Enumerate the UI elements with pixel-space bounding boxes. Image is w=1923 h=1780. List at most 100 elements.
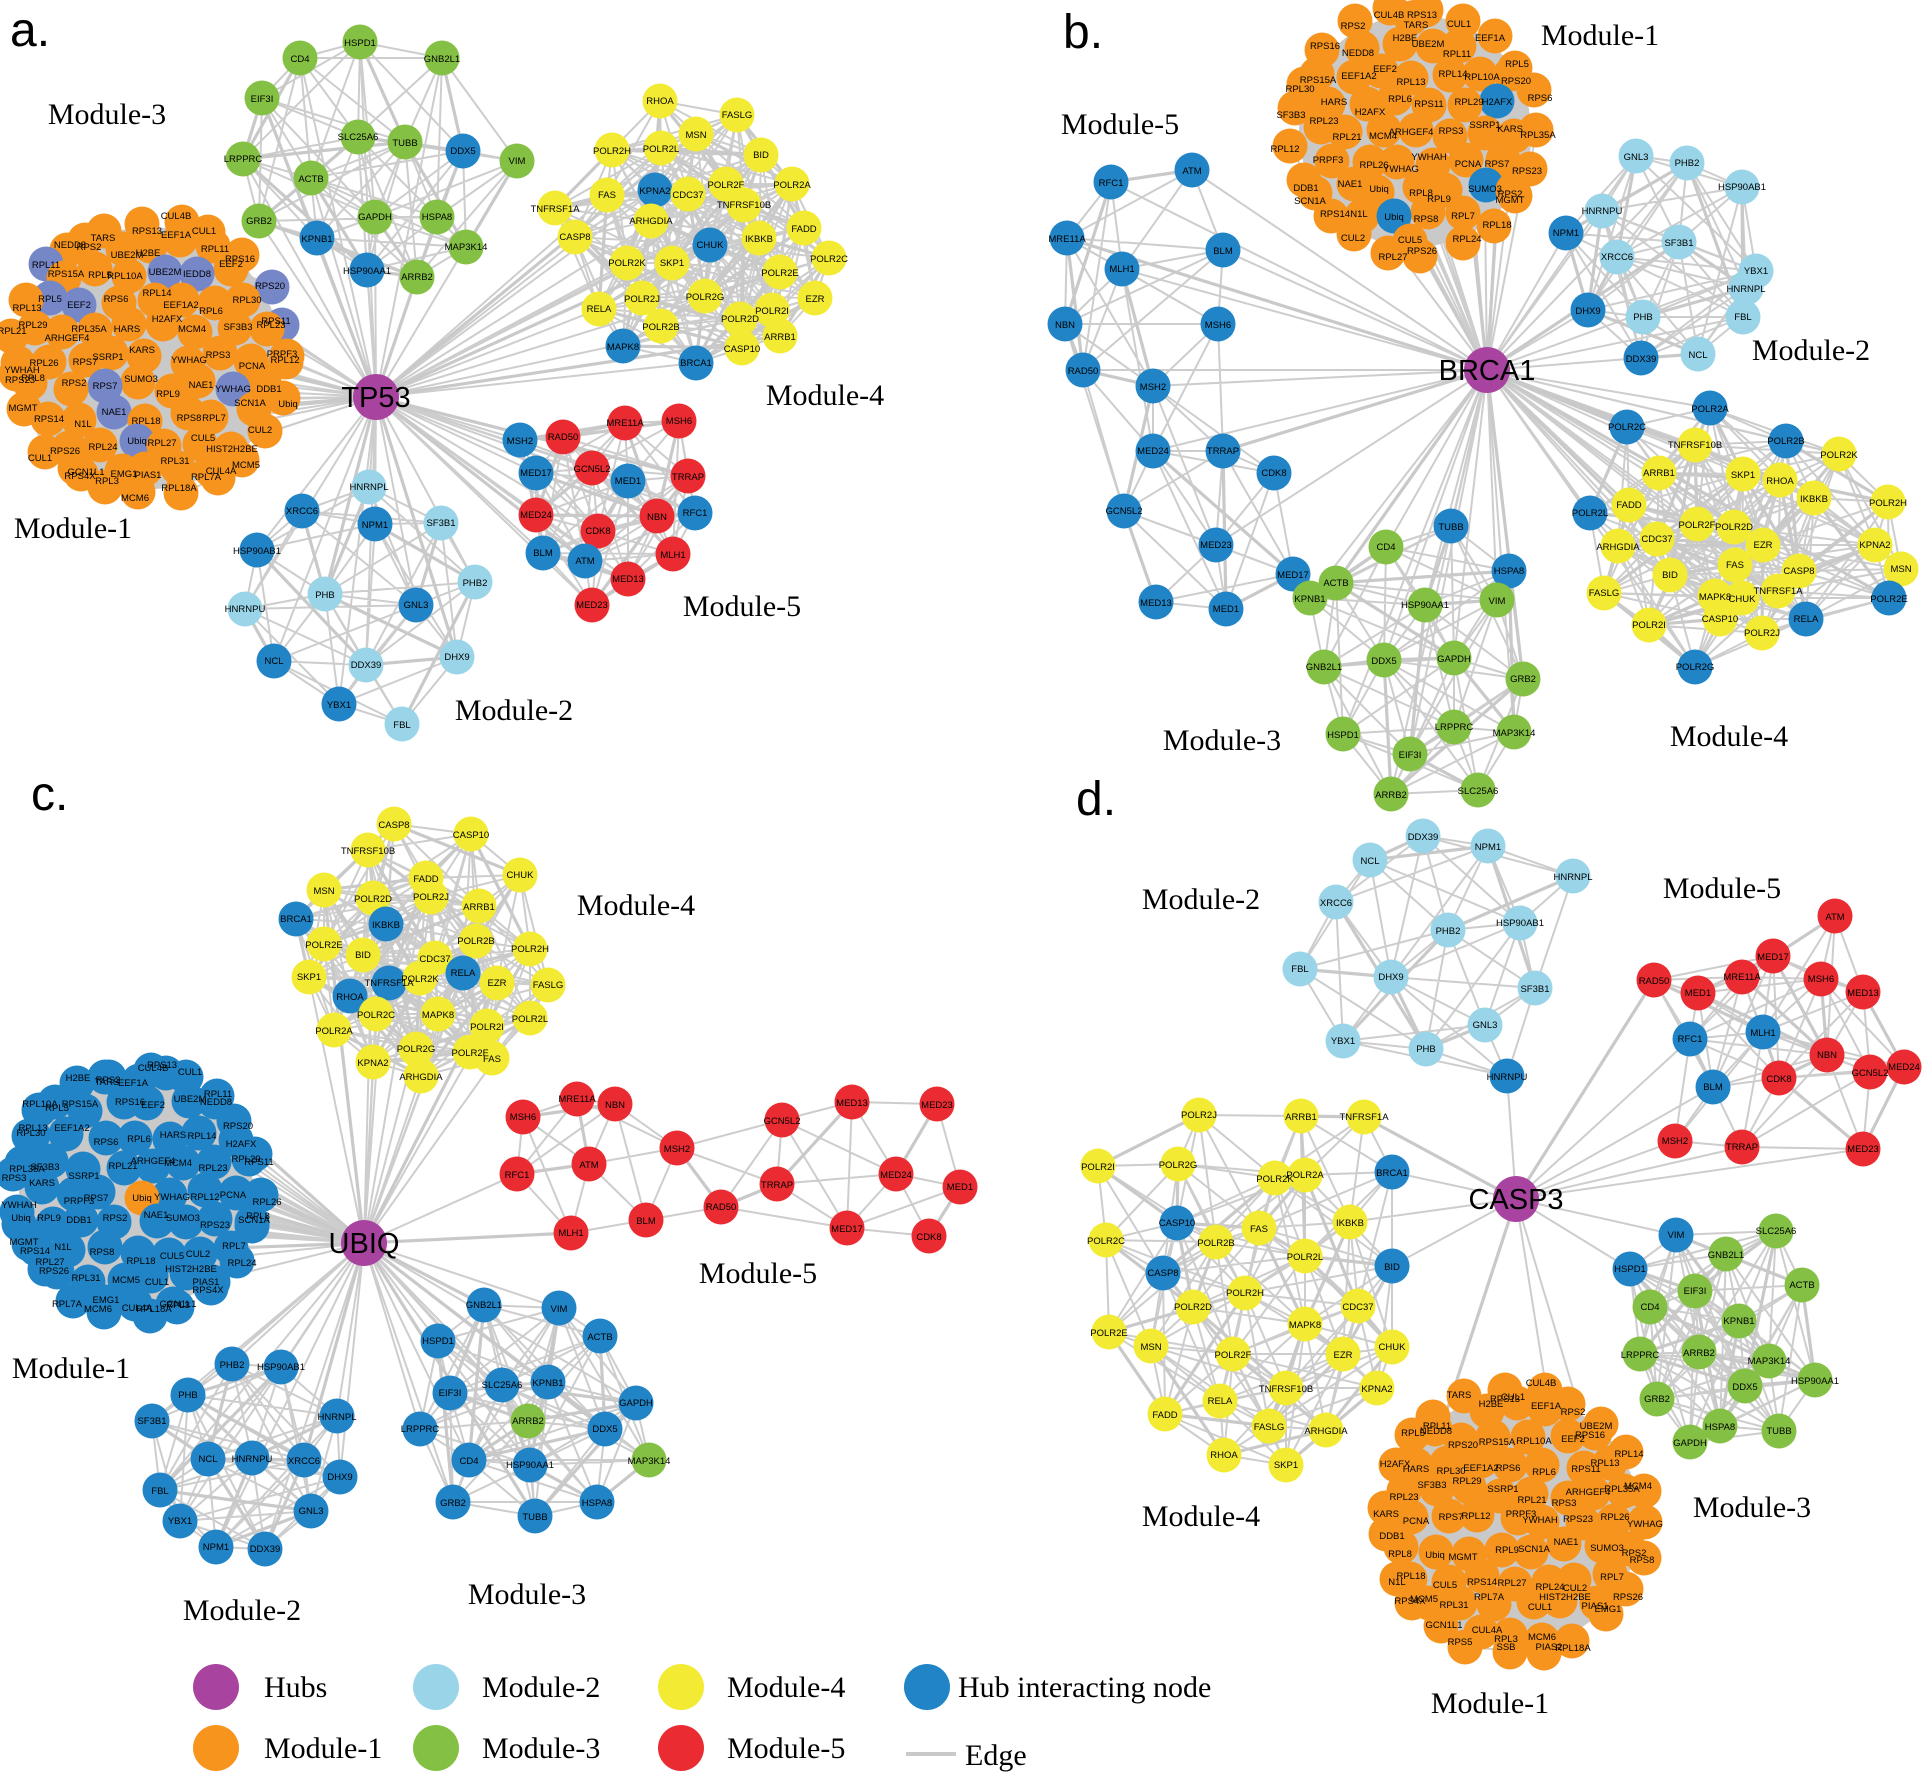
svg-text:MGMT: MGMT (1448, 1552, 1477, 1563)
svg-text:MSN: MSN (685, 130, 706, 141)
svg-text:NAE1: NAE1 (144, 1210, 169, 1221)
svg-text:MED23: MED23 (576, 600, 608, 611)
svg-text:PIAS2: PIAS2 (1536, 1642, 1563, 1653)
svg-text:TRRAP: TRRAP (672, 472, 704, 483)
svg-text:EEF1A2: EEF1A2 (163, 300, 198, 311)
svg-text:EEF1A: EEF1A (161, 230, 192, 241)
svg-text:Ubiq: Ubiq (278, 399, 298, 410)
svg-text:RPL10A: RPL10A (22, 1099, 58, 1110)
svg-text:DDX5: DDX5 (1732, 1382, 1757, 1393)
svg-text:RPS5: RPS5 (1448, 1637, 1473, 1648)
svg-text:Module-2: Module-2 (1142, 883, 1260, 916)
svg-text:YWHAH: YWHAH (1522, 1515, 1558, 1526)
svg-text:POLR2F: POLR2F (708, 180, 745, 191)
svg-text:RPL12: RPL12 (190, 1192, 219, 1203)
svg-text:POLR2E: POLR2E (1870, 594, 1908, 605)
svg-text:RPS11: RPS11 (244, 1157, 273, 1168)
svg-text:EEF1A: EEF1A (1475, 33, 1506, 44)
svg-text:GRB2: GRB2 (1644, 1394, 1670, 1405)
svg-text:CD4: CD4 (290, 54, 309, 65)
svg-text:CASP8: CASP8 (378, 820, 409, 831)
svg-text:Module-3: Module-3 (1693, 1491, 1811, 1524)
svg-text:Module-2: Module-2 (1752, 334, 1870, 367)
svg-text:Ubiq: Ubiq (1384, 212, 1404, 223)
svg-text:CD4: CD4 (459, 1456, 478, 1467)
svg-text:POLR2L: POLR2L (1572, 508, 1608, 519)
svg-text:POLR2K: POLR2K (608, 258, 646, 269)
svg-text:CD4: CD4 (1376, 542, 1395, 553)
svg-text:IKBKB: IKBKB (372, 920, 400, 931)
svg-text:RPL7A: RPL7A (191, 472, 222, 483)
svg-text:IKBKB: IKBKB (1336, 1218, 1364, 1229)
svg-text:NPM1: NPM1 (1475, 842, 1501, 853)
svg-text:UBIQ: UBIQ (329, 1228, 400, 1260)
svg-text:SKP1: SKP1 (1731, 470, 1755, 481)
svg-text:MAPK8: MAPK8 (1699, 592, 1731, 603)
svg-text:POLR2I: POLR2I (470, 1022, 504, 1033)
svg-text:BID: BID (355, 950, 371, 961)
svg-text:RPS2: RPS2 (1561, 1407, 1586, 1418)
svg-text:RPS4X: RPS4X (64, 471, 96, 482)
svg-text:RPL9: RPL9 (1427, 194, 1451, 205)
svg-text:RPS2: RPS2 (103, 1213, 128, 1224)
svg-text:SLC25A6: SLC25A6 (1756, 1226, 1797, 1237)
svg-text:POLR2A: POLR2A (1286, 1170, 1324, 1181)
svg-text:SLC25A6: SLC25A6 (1458, 786, 1499, 797)
svg-text:CUL4B: CUL4B (161, 211, 192, 222)
svg-text:ARHGDIA: ARHGDIA (1596, 542, 1640, 553)
svg-text:RPL13: RPL13 (12, 303, 41, 314)
svg-text:FBL: FBL (1734, 312, 1751, 323)
svg-text:POLR2K: POLR2K (401, 974, 439, 985)
svg-text:a.: a. (10, 4, 50, 57)
svg-text:XRCC6: XRCC6 (1601, 252, 1633, 263)
svg-text:RPL7: RPL7 (222, 1241, 246, 1252)
svg-text:CUL2: CUL2 (1341, 233, 1365, 244)
svg-text:RPS13: RPS13 (147, 1060, 177, 1071)
svg-text:MRE11A: MRE11A (606, 418, 644, 429)
svg-text:LRPPRC: LRPPRC (1435, 722, 1474, 733)
svg-text:RPL7: RPL7 (1451, 211, 1475, 222)
svg-text:RPS26: RPS26 (39, 1266, 69, 1277)
svg-text:MSH6: MSH6 (1205, 320, 1231, 331)
svg-text:SCN1A: SCN1A (1518, 1544, 1550, 1555)
svg-text:Module-5: Module-5 (699, 1257, 817, 1290)
svg-text:DDX5: DDX5 (450, 146, 475, 157)
svg-text:RPL3: RPL3 (166, 1300, 190, 1311)
svg-text:RPL10A: RPL10A (1464, 72, 1500, 83)
svg-text:KPNB1: KPNB1 (1723, 1316, 1754, 1327)
svg-text:RPL23: RPL23 (1389, 1492, 1418, 1503)
svg-text:PHB2: PHB2 (1675, 158, 1700, 169)
svg-text:TNFRSF1A: TNFRSF1A (1339, 1112, 1389, 1123)
svg-text:BRCA1: BRCA1 (680, 358, 712, 369)
svg-text:UBE2M: UBE2M (174, 1094, 207, 1105)
svg-text:Module-5: Module-5 (727, 1732, 845, 1765)
svg-text:SCN1A: SCN1A (1294, 196, 1326, 207)
svg-text:RPS15A: RPS15A (62, 1099, 99, 1110)
svg-text:MGMT: MGMT (1495, 195, 1524, 206)
svg-text:d.: d. (1076, 773, 1116, 826)
svg-text:RPS2: RPS2 (1622, 1548, 1647, 1559)
svg-text:POLR2E: POLR2E (761, 268, 799, 279)
svg-text:POLR2H: POLR2H (1869, 498, 1907, 509)
svg-text:CDC37: CDC37 (672, 190, 703, 201)
svg-text:RPL8: RPL8 (21, 373, 45, 384)
svg-text:RPL3: RPL3 (1494, 1634, 1518, 1645)
svg-text:RPS8: RPS8 (177, 413, 202, 424)
svg-text:HNRNPL: HNRNPL (349, 482, 388, 493)
svg-text:Module-4: Module-4 (727, 1671, 845, 1704)
svg-text:RELA: RELA (1794, 614, 1819, 625)
svg-text:MCM4: MCM4 (1369, 131, 1397, 142)
svg-text:RPL27: RPL27 (35, 1257, 64, 1268)
svg-text:RPL11: RPL11 (32, 260, 60, 271)
svg-text:Module-2: Module-2 (482, 1671, 600, 1704)
svg-text:EIF3I: EIF3I (251, 94, 274, 105)
svg-text:MSH2: MSH2 (1140, 382, 1166, 393)
svg-text:SF3B3: SF3B3 (30, 1162, 59, 1173)
svg-text:MCM4: MCM4 (1624, 1481, 1652, 1492)
svg-text:PCNA: PCNA (239, 361, 266, 372)
svg-text:RPS23: RPS23 (200, 1220, 230, 1231)
svg-text:RPL26: RPL26 (1600, 1512, 1629, 1523)
svg-text:FBL: FBL (1291, 964, 1308, 975)
svg-text:SKP1: SKP1 (1274, 1460, 1298, 1471)
svg-text:POLR2A: POLR2A (1691, 404, 1729, 415)
